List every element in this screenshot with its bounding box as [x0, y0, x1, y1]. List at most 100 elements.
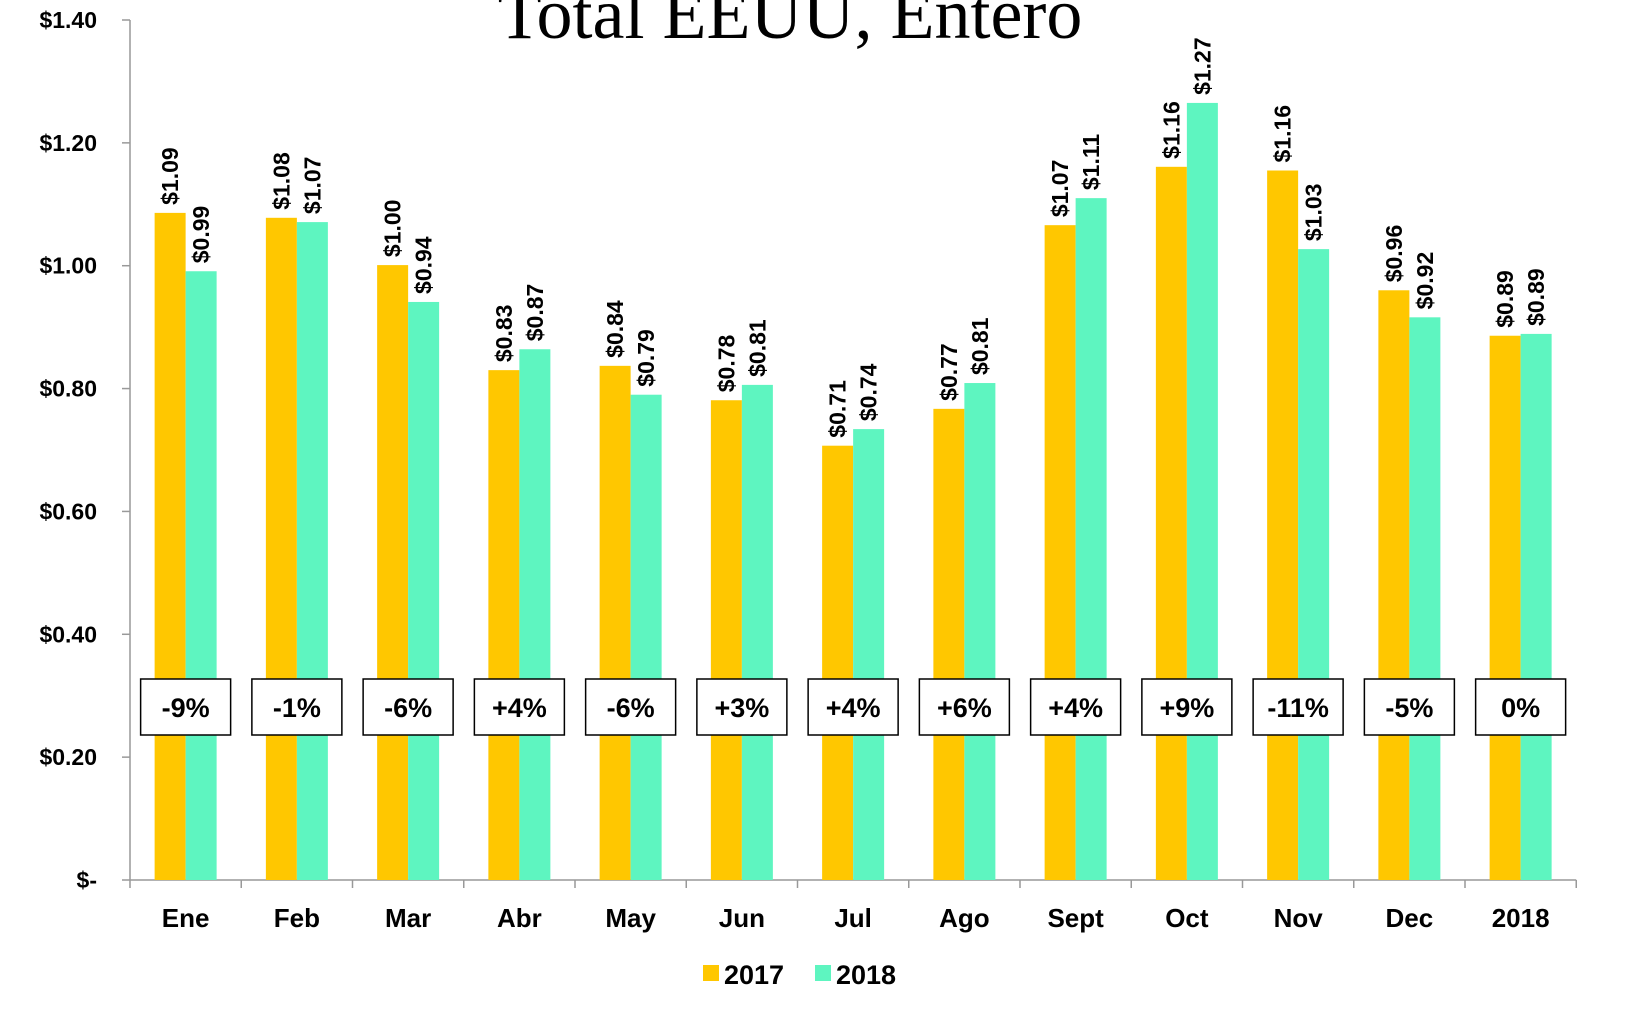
- change-label: -6%: [607, 693, 655, 723]
- value-label: $0.84: [602, 300, 628, 358]
- legend-swatch: [703, 965, 719, 981]
- y-tick-label: $0.60: [39, 498, 97, 524]
- x-tick-label: Nov: [1274, 903, 1324, 933]
- change-label: +4%: [1048, 693, 1103, 723]
- change-box: [1252, 678, 1344, 736]
- change-label: +4%: [492, 693, 547, 723]
- bar: [1489, 335, 1521, 880]
- change-label: +3%: [714, 693, 769, 723]
- x-tick-label: Jun: [719, 903, 765, 933]
- value-label: $1.03: [1301, 184, 1327, 242]
- change-box: [1474, 678, 1567, 736]
- change-box: [473, 678, 566, 736]
- chart-title: Total EEUU, Entero: [498, 0, 1083, 54]
- change-box: [139, 678, 232, 736]
- value-label: $0.78: [713, 334, 739, 392]
- x-tick-label: Ago: [939, 903, 990, 933]
- legend-label: 2018: [836, 960, 896, 990]
- bar: [519, 349, 551, 880]
- bar: [1155, 166, 1187, 881]
- x-tick-label: Jul: [834, 903, 872, 933]
- bar: [1044, 225, 1076, 880]
- bar: [488, 370, 520, 880]
- value-label: $0.83: [491, 305, 517, 363]
- bar: [185, 271, 217, 880]
- bar: [741, 384, 773, 880]
- value-label: $0.81: [967, 317, 993, 375]
- bar: [1520, 333, 1552, 880]
- bar: [1298, 249, 1330, 881]
- value-label: $0.87: [522, 284, 548, 342]
- y-tick-label: $1.00: [39, 253, 97, 279]
- bar: [933, 408, 965, 880]
- value-label: $1.09: [157, 147, 183, 205]
- change-box: [584, 678, 677, 736]
- value-label: $1.08: [268, 152, 294, 210]
- legend-swatch: [815, 965, 831, 981]
- change-label: -5%: [1385, 693, 1433, 723]
- value-label: $0.77: [936, 343, 962, 401]
- change-box: [1363, 678, 1456, 736]
- bar: [630, 394, 662, 880]
- value-label: $0.89: [1492, 270, 1518, 328]
- change-box: [362, 678, 454, 736]
- change-label: -1%: [273, 693, 321, 723]
- bar: [154, 212, 186, 880]
- value-label: $0.81: [744, 319, 770, 377]
- value-label: $0.96: [1381, 225, 1407, 283]
- value-label: $1.27: [1189, 37, 1215, 95]
- x-tick-label: Sept: [1047, 903, 1104, 933]
- value-label: $1.11: [1078, 134, 1104, 190]
- bar: [1378, 290, 1410, 880]
- change-label: +6%: [937, 693, 992, 723]
- value-label: $0.92: [1412, 252, 1438, 310]
- x-tick-label: May: [605, 903, 656, 933]
- bar: [1267, 170, 1299, 880]
- x-tick-label: Dec: [1386, 903, 1434, 933]
- x-tick-label: Feb: [274, 903, 320, 933]
- change-box: [696, 678, 788, 736]
- change-box: [1029, 678, 1122, 736]
- y-tick-label: $1.40: [39, 7, 97, 33]
- value-label: $0.71: [825, 380, 851, 438]
- legend-label: 2017: [724, 960, 784, 990]
- x-tick-label: Ene: [162, 903, 210, 933]
- x-tick-label: Mar: [385, 903, 431, 933]
- bar: [408, 301, 440, 880]
- value-label: $0.89: [1523, 268, 1549, 326]
- value-label: $1.16: [1270, 105, 1296, 163]
- value-label: $1.16: [1158, 101, 1184, 159]
- y-tick-label: $0.80: [39, 376, 97, 402]
- bar: [377, 265, 409, 881]
- bar: [1075, 198, 1107, 881]
- bar: [1186, 102, 1218, 880]
- bar: [710, 400, 742, 880]
- change-box: [251, 678, 343, 736]
- y-tick-label: $-: [77, 867, 97, 893]
- bar: [822, 445, 854, 880]
- y-tick-label: $0.40: [39, 621, 97, 647]
- value-label: $1.00: [380, 200, 406, 258]
- bar: [599, 365, 631, 880]
- value-label: $0.79: [633, 329, 659, 387]
- change-box: [918, 678, 1011, 736]
- x-tick-label: Oct: [1165, 903, 1209, 933]
- change-box: [1141, 678, 1233, 736]
- x-tick-label: 2018: [1492, 903, 1550, 933]
- change-box: [807, 678, 899, 736]
- value-label: $1.07: [1047, 160, 1073, 218]
- bar: [1409, 317, 1441, 880]
- x-tick-label: Abr: [497, 903, 542, 933]
- bar: [265, 217, 297, 881]
- bar: [296, 222, 328, 881]
- y-tick-label: $0.20: [39, 744, 97, 770]
- value-label: $0.74: [856, 363, 882, 421]
- change-label: +9%: [1159, 693, 1214, 723]
- value-label: $1.07: [299, 157, 325, 215]
- change-label: -6%: [384, 693, 432, 723]
- change-label: 0%: [1501, 693, 1540, 723]
- value-label: $0.94: [411, 236, 437, 294]
- change-label: -11%: [1267, 693, 1329, 723]
